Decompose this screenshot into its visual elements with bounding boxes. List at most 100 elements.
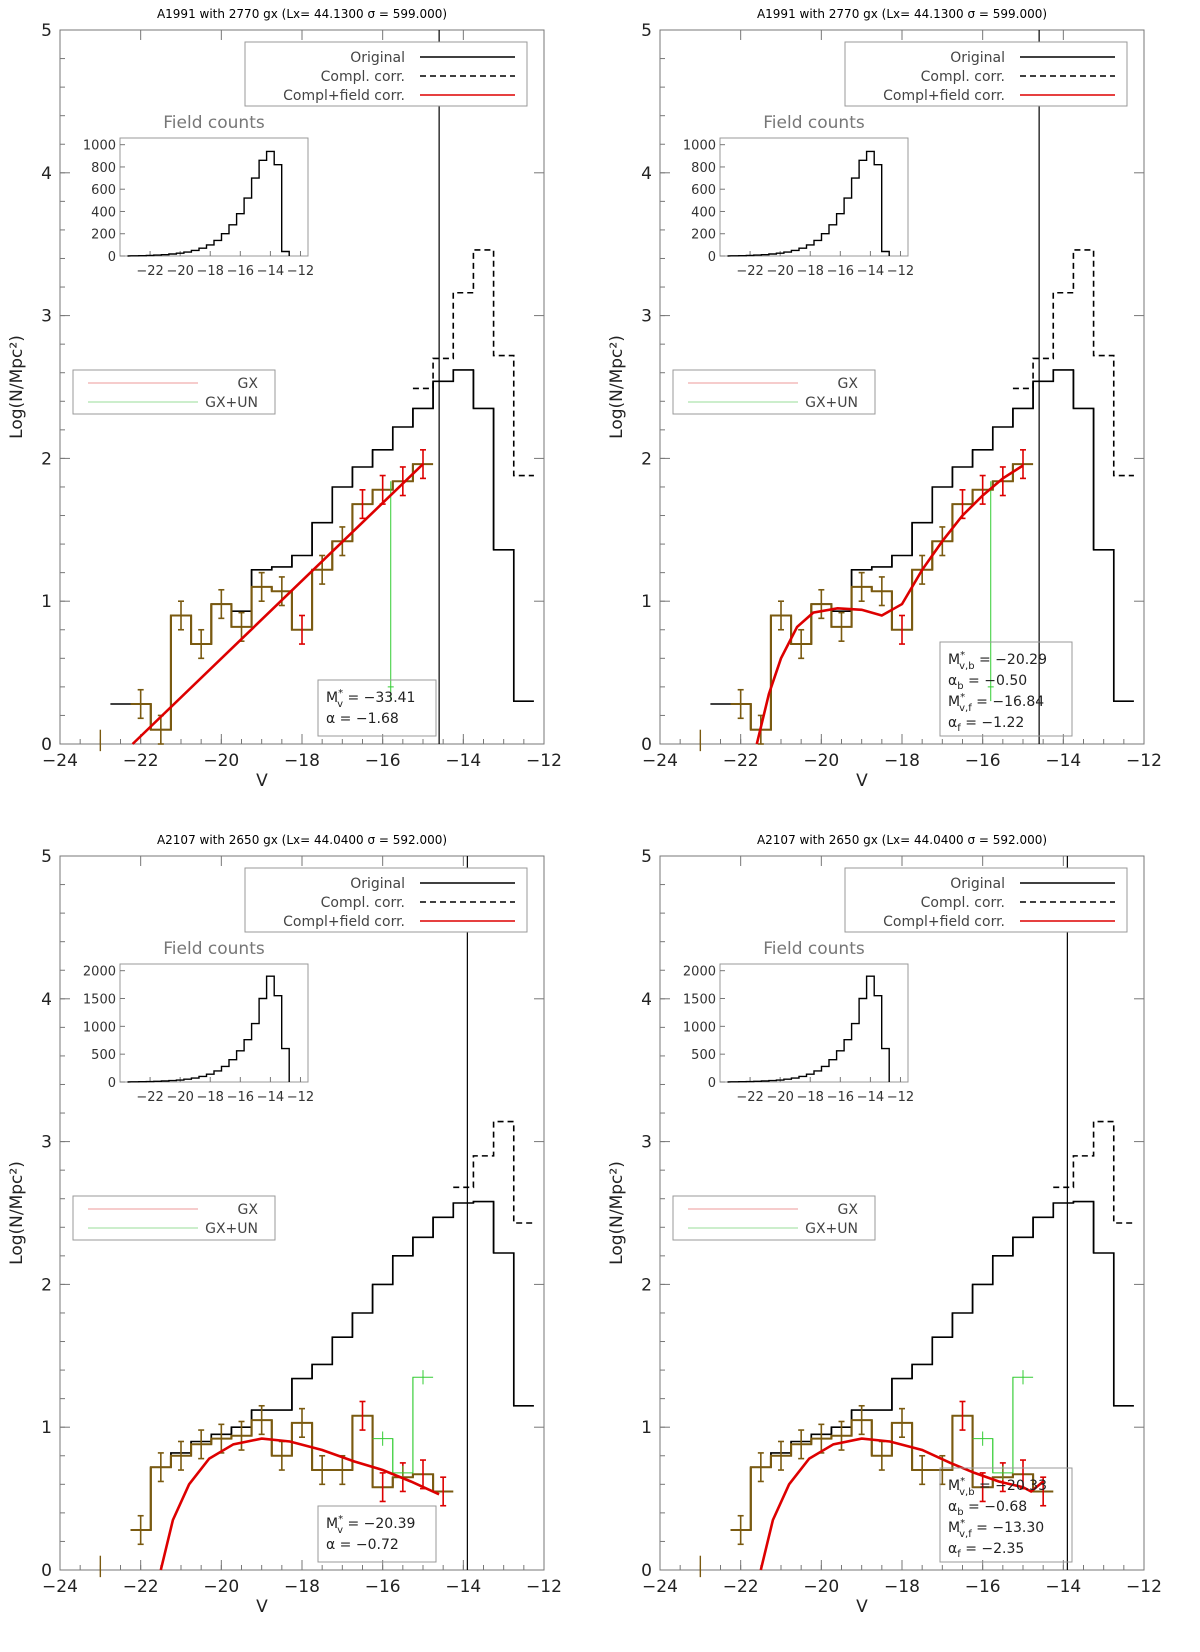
legend-label: Compl. corr.	[921, 69, 1005, 85]
inset-y-tick-label: 2000	[683, 965, 716, 980]
y-axis-label: Log(N/Mpc²)	[7, 335, 27, 439]
inset-y-tick-label: 200	[691, 228, 716, 243]
y-tick-label: 2	[41, 449, 52, 469]
y-axis-label: Log(N/Mpc²)	[607, 1161, 627, 1265]
x-tick-label: −16	[965, 751, 1001, 771]
inset-y-tick-label: 2000	[83, 965, 116, 980]
inset-title: Field counts	[163, 939, 265, 959]
inset-x-tick-label: −14	[857, 264, 884, 279]
inset-y-tick-label: 1000	[683, 1020, 716, 1035]
legend2-label: GX	[838, 376, 859, 392]
legend2-box	[672, 369, 876, 415]
annotation-box	[317, 679, 437, 737]
inset-y-tick-label: 1500	[683, 993, 716, 1008]
legend2-box	[72, 369, 276, 415]
x-tick-label: −14	[1045, 751, 1081, 771]
chart-title: A2107 with 2650 gx (Lx= 44.0400 σ = 592.…	[157, 833, 447, 847]
x-tick-label: −20	[203, 751, 239, 771]
inset-x-tick-label: −18	[197, 1090, 224, 1105]
legend2-label: GX	[238, 376, 259, 392]
inset-x-tick-label: −20	[766, 1090, 793, 1105]
x-axis-label: V	[256, 1597, 268, 1617]
y-tick-label: 2	[641, 1275, 652, 1295]
series-compl-corr	[453, 1120, 534, 1224]
inset-x-tick-label: −12	[287, 1090, 314, 1105]
inset-title: Field counts	[763, 113, 865, 133]
series-compl-corr	[1053, 1120, 1134, 1224]
legend-label: Original	[350, 50, 405, 66]
inset-histogram	[127, 150, 290, 257]
y-tick-label: 3	[41, 307, 52, 327]
inset-y-tick-label: 400	[691, 205, 716, 220]
x-tick-label: −16	[365, 1577, 401, 1597]
y-tick-label: 1	[641, 592, 652, 612]
legend2-box	[672, 1195, 876, 1241]
inset-y-tick-label: 600	[691, 183, 716, 198]
inset-x-tick-label: −16	[827, 264, 854, 279]
legend-label: Compl+field corr.	[883, 914, 1005, 930]
x-tick-label: −12	[526, 751, 562, 771]
inset-y-tick-label: 500	[91, 1048, 116, 1063]
annotation-text: M* v,f = −13.30	[948, 1518, 1044, 1540]
chart-panel-2: A1991 with 2770 gx (Lx= 44.1300 σ = 599.…	[607, 7, 1162, 791]
chart-panel-3: A2107 with 2650 gx (Lx= 44.0400 σ = 592.…	[7, 833, 562, 1617]
fit-curve	[159, 1437, 440, 1571]
legend2-label: GX+UN	[205, 395, 258, 411]
legend-label: Original	[950, 876, 1005, 892]
y-tick-label: 5	[41, 847, 52, 867]
y-tick-label: 2	[41, 1275, 52, 1295]
series-compl-corr	[1012, 249, 1134, 477]
legend-label: Original	[950, 50, 1005, 66]
series-gx-un	[972, 1376, 1034, 1474]
y-axis-label: Log(N/Mpc²)	[7, 1161, 27, 1265]
x-tick-label: −20	[203, 1577, 239, 1597]
inset-x-tick-label: −16	[227, 1090, 254, 1105]
inset-y-tick-label: 0	[108, 250, 116, 265]
legend2-label: GX+UN	[805, 395, 858, 411]
x-tick-label: −22	[723, 1577, 759, 1597]
annotation-text: α = −0.72	[326, 1537, 399, 1553]
annotation-box	[939, 1467, 1073, 1563]
annotation-text: M* v,b = −20.29	[948, 650, 1047, 672]
fit-curve	[131, 463, 424, 745]
x-axis-label: V	[256, 771, 268, 791]
legend2-label: GX+UN	[205, 1221, 258, 1237]
x-tick-label: −20	[803, 1577, 839, 1597]
annotation-text: M* v,f = −16.84	[948, 692, 1044, 714]
inset-frame	[719, 963, 909, 1083]
legend-label: Compl. corr.	[321, 895, 405, 911]
inset-x-tick-label: −12	[887, 1090, 914, 1105]
inset-x-tick-label: −22	[736, 264, 763, 279]
inset-frame	[119, 137, 309, 257]
inset-x-tick-label: −18	[197, 264, 224, 279]
x-tick-label: −14	[445, 751, 481, 771]
y-tick-label: 0	[641, 1561, 652, 1581]
x-tick-label: −12	[1126, 1577, 1162, 1597]
inset-y-tick-label: 0	[708, 250, 716, 265]
y-tick-label: 4	[641, 990, 652, 1010]
y-tick-label: 3	[41, 1133, 52, 1153]
annotation-text: αb = −0.68	[948, 1499, 1027, 1518]
x-tick-label: −18	[284, 751, 320, 771]
x-tick-label: −14	[445, 1577, 481, 1597]
annotation-box	[317, 1505, 437, 1563]
fit-curve	[759, 1437, 1045, 1571]
x-tick-label: −20	[803, 751, 839, 771]
x-tick-label: −18	[884, 751, 920, 771]
annotation-text: M* v = −20.39	[326, 1514, 415, 1536]
legend2-label: GX	[838, 1202, 859, 1218]
annotation-text: αf = −1.22	[948, 715, 1024, 734]
fit-curve	[755, 464, 1024, 745]
x-tick-label: −18	[284, 1577, 320, 1597]
inset-y-tick-label: 1500	[83, 993, 116, 1008]
inset-x-tick-label: −14	[857, 1090, 884, 1105]
y-tick-label: 3	[641, 1133, 652, 1153]
annotation-text: αb = −0.50	[948, 673, 1027, 692]
y-tick-label: 3	[641, 307, 652, 327]
inset-title: Field counts	[163, 113, 265, 133]
chart-title: A1991 with 2770 gx (Lx= 44.1300 σ = 599.…	[757, 7, 1047, 21]
x-tick-label: −14	[1045, 1577, 1081, 1597]
series-gx-un	[372, 1376, 434, 1474]
inset-y-tick-label: 0	[708, 1076, 716, 1091]
x-tick-label: −24	[642, 751, 678, 771]
